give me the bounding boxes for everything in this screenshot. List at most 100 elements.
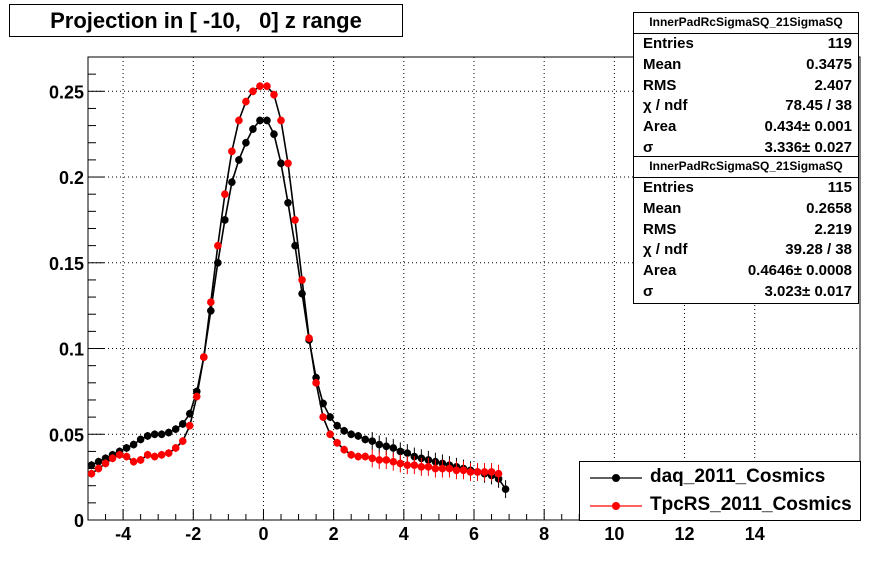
data-point: [333, 421, 341, 430]
data-point: [291, 241, 299, 250]
x-tick-label: 2: [329, 524, 339, 544]
stats-row-area: Area 0.434± 0.001: [643, 118, 852, 136]
data-point: [277, 116, 285, 125]
data-point: [375, 456, 384, 464]
x-tick-label: 14: [745, 524, 765, 544]
legend: daq_2011_Cosmics TpcRS_2011_Cosmics: [579, 461, 861, 521]
data-point: [108, 454, 117, 463]
stats-row-sigma: σ 3.336± 0.027: [643, 138, 852, 156]
data-point: [277, 159, 285, 168]
y-tick-label: 0.25: [49, 82, 84, 102]
data-point: [466, 468, 475, 476]
data-point: [368, 437, 377, 445]
stats-row-sigma: σ 3.023± 0.017: [643, 282, 852, 300]
x-tick-label: 8: [539, 524, 549, 544]
data-point: [235, 156, 243, 164]
data-point: [200, 353, 208, 361]
data-point: [214, 241, 222, 250]
data-point: [319, 399, 327, 408]
legend-item-daq: daq_2011_Cosmics: [580, 464, 860, 492]
data-point: [487, 468, 496, 476]
data-point: [94, 457, 103, 466]
y-tick-label: 0.2: [59, 168, 84, 188]
fit-curve: [91, 85, 499, 475]
data-point: [284, 198, 292, 207]
data-point: [389, 444, 398, 452]
data-point: [340, 445, 348, 454]
data-point: [185, 421, 194, 430]
data-point: [312, 379, 320, 387]
stats-row-chi2: χ / ndf 39.28 / 38: [643, 241, 852, 259]
data-point: [417, 463, 426, 471]
data-point: [164, 449, 173, 457]
data-point: [221, 216, 229, 224]
stats-box-daq: InnerPadRcSigmaSQ_21SigmaSQ Entries 119 M…: [633, 12, 859, 160]
data-point: [164, 428, 173, 437]
stats-row-rms: RMS 2.219: [643, 220, 852, 238]
x-tick-label: 6: [469, 524, 479, 544]
data-point: [87, 461, 96, 469]
data-point: [445, 464, 454, 473]
series-TpcRS_2011_Cosmics: [87, 82, 503, 483]
data-point: [171, 425, 180, 433]
data-point: [319, 413, 327, 421]
data-point: [298, 276, 306, 284]
y-tick-label: 0.15: [49, 254, 84, 274]
data-point: [326, 413, 334, 421]
data-point: [333, 439, 341, 447]
data-point: [347, 430, 355, 439]
data-point: [298, 289, 306, 298]
data-point: [228, 178, 236, 186]
data-point: [122, 452, 131, 461]
data-point: [305, 334, 313, 343]
data-point: [192, 392, 201, 401]
data-point: [129, 457, 138, 466]
stats-row-mean: Mean 0.3475: [643, 55, 852, 73]
data-point: [150, 430, 159, 439]
data-point: [87, 469, 96, 478]
data-point: [270, 130, 278, 138]
data-series: [87, 82, 510, 499]
data-point: [171, 444, 180, 452]
data-point: [256, 82, 264, 90]
y-tick-label: 0.05: [49, 425, 84, 445]
data-point: [263, 82, 271, 90]
data-point: [396, 447, 405, 456]
data-point: [249, 125, 257, 133]
legend-marker-icon: [590, 474, 642, 482]
data-point: [403, 449, 412, 457]
data-point: [459, 466, 468, 475]
data-point: [157, 451, 166, 459]
data-point: [94, 464, 103, 473]
data-point: [101, 459, 110, 468]
x-tick-label: -2: [185, 524, 201, 544]
data-point: [340, 427, 348, 435]
x-tick-label: 10: [604, 524, 624, 544]
x-tick-label: 12: [675, 524, 695, 544]
stats-title: InnerPadRcSigmaSQ_21SigmaSQ: [634, 13, 858, 34]
data-point: [143, 451, 152, 459]
stats-row-rms: RMS 2.407: [643, 76, 852, 94]
data-point: [438, 464, 447, 473]
data-point: [235, 116, 243, 125]
legend-label: TpcRS_2011_Cosmics: [650, 494, 852, 515]
stats-row-entries: Entries 115: [643, 179, 852, 196]
stats-title: InnerPadRcSigmaSQ_21SigmaSQ: [634, 157, 858, 178]
data-point: [354, 432, 363, 440]
data-point: [501, 485, 510, 493]
data-point: [382, 456, 391, 464]
data-point: [361, 435, 370, 444]
data-point: [403, 461, 412, 469]
data-point: [157, 430, 166, 439]
legend-label: daq_2011_Cosmics: [650, 466, 826, 487]
stats-row-entries: Entries 119: [643, 35, 852, 52]
data-point: [473, 468, 482, 476]
data-point: [150, 452, 159, 461]
data-point: [431, 464, 440, 473]
data-point: [347, 451, 355, 459]
data-point: [291, 216, 299, 224]
stats-row-mean: Mean 0.2658: [643, 199, 852, 217]
stats-row-area: Area 0.4646± 0.0008: [643, 262, 852, 280]
data-point: [136, 435, 145, 444]
data-point: [270, 90, 278, 99]
